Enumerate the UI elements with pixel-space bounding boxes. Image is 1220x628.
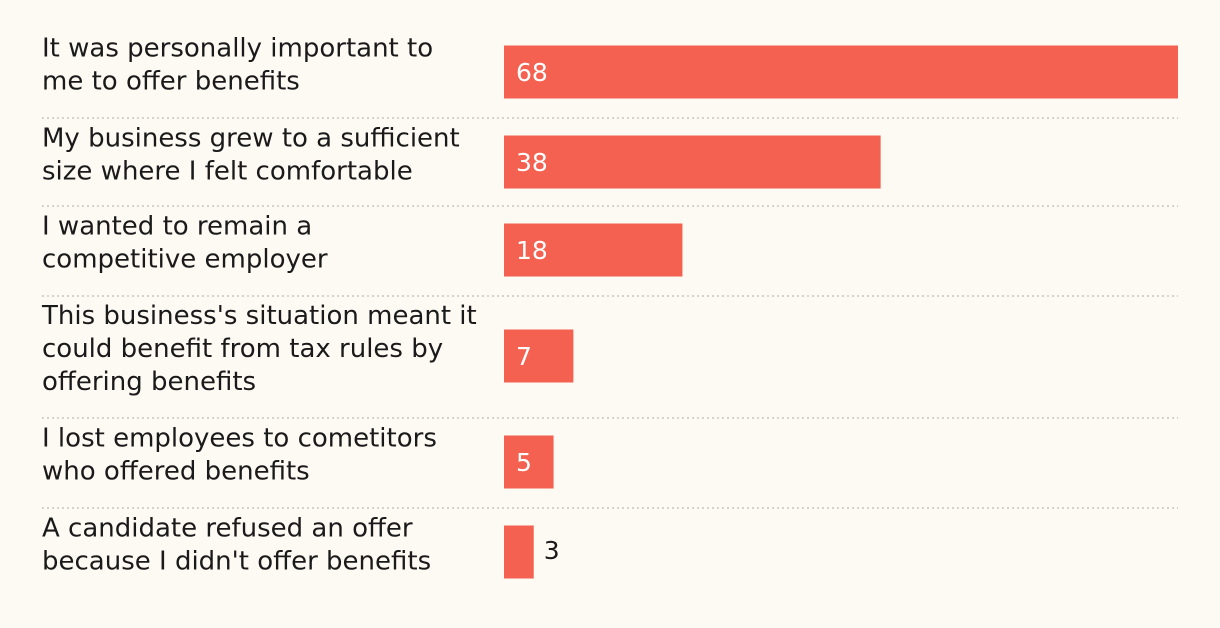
category-label: I wanted to remain a competitive employer <box>42 212 328 275</box>
category-label: It was personally important to me to offe… <box>42 34 433 97</box>
data-label: 38 <box>516 148 548 177</box>
data-label: 5 <box>516 448 532 477</box>
data-label: 68 <box>516 58 548 87</box>
category-label-line: offering benefits <box>42 367 256 397</box>
category-label-line: size where I felt comfortable <box>42 157 413 187</box>
category-label-line: competitive employer <box>42 245 328 275</box>
category-label-line: could benefit from tax rules by <box>42 334 443 364</box>
category-label: This business's situation meant it could … <box>41 301 477 397</box>
category-label-line: It was personally important to <box>42 34 433 64</box>
bar <box>504 223 683 277</box>
bar <box>504 435 554 489</box>
value-labels-group: 68 38 18 7 5 3 <box>516 58 560 565</box>
bar <box>504 525 534 579</box>
category-labels-group: It was personally important to me to offe… <box>41 34 477 577</box>
data-label: 3 <box>544 536 560 565</box>
data-label: 18 <box>516 236 548 265</box>
category-label: My business grew to a sufficient size whe… <box>42 124 460 187</box>
bar <box>504 329 574 383</box>
category-label-line: I lost employees to cometitors <box>42 424 437 454</box>
category-label-line: A candidate refused an offer <box>42 514 413 544</box>
category-label: I lost employees to cometitors who offere… <box>42 424 437 487</box>
category-label-line: My business grew to a sufficient <box>42 124 460 154</box>
data-label: 7 <box>516 342 532 371</box>
category-label-line: I wanted to remain a <box>42 212 312 242</box>
category-label: A candidate refused an offer because I di… <box>42 514 431 577</box>
category-label-line: who offered benefits <box>42 457 310 487</box>
bars-group <box>504 45 1178 579</box>
bar <box>504 135 881 189</box>
category-label-line: This business's situation meant it <box>41 301 477 331</box>
row-separators <box>42 117 1178 509</box>
bar <box>504 45 1178 99</box>
category-label-line: me to offer benefits <box>42 67 300 97</box>
category-label-line: because I didn't offer benefits <box>42 547 431 577</box>
